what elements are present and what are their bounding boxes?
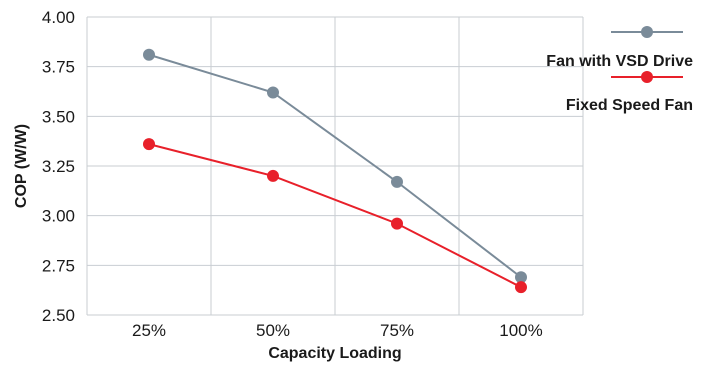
- x-axis-label: Capacity Loading: [268, 345, 401, 362]
- y-tick-label: 4.00: [42, 8, 75, 27]
- legend-label: Fixed Speed Fan: [566, 97, 693, 114]
- y-tick-label: 3.25: [42, 157, 75, 176]
- series-line: [148, 53, 522, 279]
- legend: Fan with VSD Drive Fixed Speed Fan: [546, 26, 693, 114]
- y-tick-label: 3.00: [42, 207, 75, 226]
- series-line: [148, 143, 522, 289]
- data-point: [515, 281, 527, 294]
- x-tick-label: 50%: [256, 321, 290, 340]
- x-tick-label: 25%: [132, 321, 166, 340]
- x-tick-label: 75%: [380, 321, 414, 340]
- y-tick-label: 3.50: [42, 107, 75, 126]
- y-axis-label: COP (W/W): [13, 124, 30, 208]
- legend-marker: [641, 26, 653, 38]
- legend-marker: [641, 71, 653, 83]
- y-tick-labels: 2.50 2.75 3.00 3.25 3.50 3.75 4.00: [42, 8, 75, 325]
- x-tick-label: 100%: [499, 321, 542, 340]
- series-lines: [143, 48, 527, 294]
- data-point: [515, 271, 527, 284]
- data-point: [391, 175, 403, 188]
- x-tick-labels: 25% 50% 75% 100%: [132, 321, 543, 340]
- data-point: [143, 48, 155, 61]
- data-point: [391, 217, 403, 230]
- data-point: [143, 138, 155, 151]
- grid-lines: [86, 16, 584, 316]
- legend-label: Fan with VSD Drive: [546, 53, 693, 70]
- y-tick-label: 3.75: [42, 58, 75, 77]
- y-tick-label: 2.75: [42, 256, 75, 275]
- y-tick-label: 2.50: [42, 306, 75, 325]
- data-point: [267, 86, 279, 99]
- data-point: [267, 169, 279, 182]
